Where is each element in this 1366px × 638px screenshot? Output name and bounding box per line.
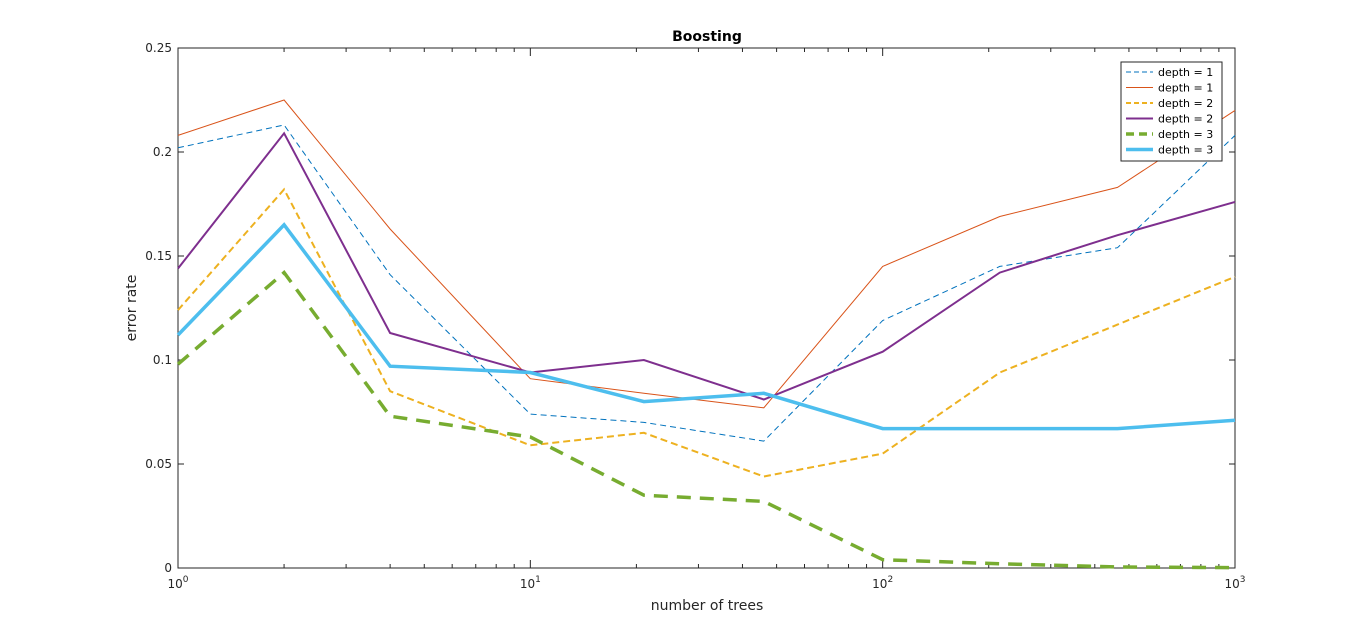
- legend-label-3: depth = 2: [1158, 97, 1213, 110]
- y-tick-label: 0.25: [145, 41, 172, 55]
- x-tick-label: 103: [1224, 575, 1245, 591]
- series-line-6: [176, 222, 1236, 431]
- series-line-4: [177, 131, 1236, 401]
- chart-title: Boosting: [672, 29, 742, 45]
- y-axis-label: error rate: [124, 275, 140, 342]
- y-tick-label: 0.15: [145, 249, 172, 263]
- x-tick-label: 100: [167, 575, 188, 591]
- y-tick-label: 0.1: [153, 353, 172, 367]
- legend: depth = 1 depth = 1 depth = 2 depth = 2 dept…: [1120, 61, 1223, 162]
- series-line-1: [177, 124, 1236, 442]
- plot-area: [177, 47, 1236, 569]
- series-line-3: [177, 187, 1236, 478]
- legend-label-5: depth = 3: [1158, 128, 1213, 141]
- x-axis-label: number of trees: [651, 598, 764, 614]
- legend-label-1: depth = 1: [1158, 66, 1213, 79]
- axis-ticks: 0 0.05 0.1 0.15 0.2 0.25 100 101 102 103: [145, 41, 1245, 591]
- legend-label-4: depth = 2: [1158, 113, 1213, 126]
- series-line-5: [176, 270, 1236, 570]
- series-line-2: [177, 99, 1236, 409]
- y-tick-label: 0.2: [153, 145, 172, 159]
- legend-box: [1120, 61, 1223, 162]
- legend-label-6: depth = 3: [1158, 144, 1213, 157]
- x-tick-label: 102: [872, 575, 893, 591]
- series-layer: [176, 99, 1236, 570]
- x-tick-label: 101: [520, 575, 541, 591]
- legend-label-2: depth = 1: [1158, 82, 1213, 95]
- y-tick-label: 0.05: [145, 457, 172, 471]
- y-tick-label: 0: [164, 561, 172, 575]
